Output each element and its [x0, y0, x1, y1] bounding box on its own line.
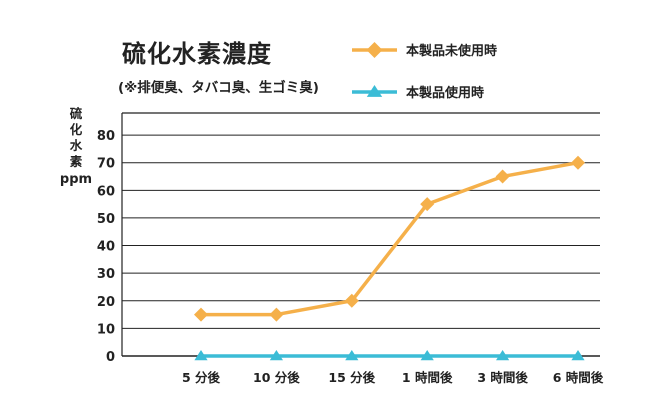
legend-marker: [366, 85, 383, 97]
data-point: [496, 350, 510, 361]
y-tick-label: 50: [97, 212, 115, 227]
legend-label: 本製品使用時: [406, 85, 484, 101]
data-point: [269, 307, 284, 322]
y-axis-label-char: 水: [69, 138, 83, 153]
x-tick-label: 10 分後: [253, 370, 300, 385]
chart-subtitle: (※排便臭、タバコ臭、生ゴミ臭): [118, 80, 319, 96]
data-point: [345, 350, 359, 361]
y-tick-label: 0: [106, 350, 115, 365]
series-group: [194, 155, 585, 361]
y-tick-label: 40: [97, 240, 115, 255]
y-tick-labels: 0 10 20 30 40 50 60 70 80: [97, 129, 115, 365]
legend-item: 本製品未使用時: [352, 42, 497, 59]
legend-marker: [366, 42, 383, 58]
x-tick-labels: 5 分後 10 分後 15 分後 1 時間後 3 時間後 6 時間後: [182, 370, 604, 385]
data-point: [194, 350, 208, 361]
y-tick-label: 10: [97, 322, 115, 337]
data-point: [269, 350, 283, 361]
y-tick-label: 20: [97, 295, 115, 310]
series-line: [201, 160, 579, 317]
data-point: [571, 155, 585, 170]
data-point: [344, 293, 359, 308]
data-point: [194, 307, 208, 322]
x-tick-label: 6 時間後: [553, 370, 604, 385]
data-point: [420, 197, 435, 212]
y-axis-label-char: 素: [69, 154, 83, 169]
data-point: [571, 350, 585, 361]
y-tick-label: 60: [97, 184, 115, 199]
legend-item: 本製品使用時: [352, 85, 484, 101]
y-axis-label: 硫 化 水 素 ppm: [58, 106, 94, 188]
x-tick-label: 15 分後: [328, 370, 375, 385]
data-point: [420, 350, 434, 361]
y-axis-unit: ppm: [59, 172, 93, 187]
grid-lines: [121, 112, 600, 357]
data-point: [495, 169, 510, 184]
y-axis-label-char: 化: [69, 122, 83, 137]
series-triangle: [194, 350, 585, 361]
y-tick-label: 80: [97, 129, 115, 144]
x-tick-label: 3 時間後: [477, 370, 528, 385]
x-tick-label: 1 時間後: [402, 370, 453, 385]
legend-label: 本製品未使用時: [406, 43, 497, 59]
chart-title: 硫化水素濃度: [122, 40, 272, 68]
y-tick-label: 70: [97, 157, 115, 172]
x-tick-label: 5 分後: [182, 370, 221, 385]
y-tick-label: 30: [97, 267, 115, 282]
series-diamond: [194, 155, 585, 322]
y-axis-label-char: 硫: [69, 106, 83, 121]
